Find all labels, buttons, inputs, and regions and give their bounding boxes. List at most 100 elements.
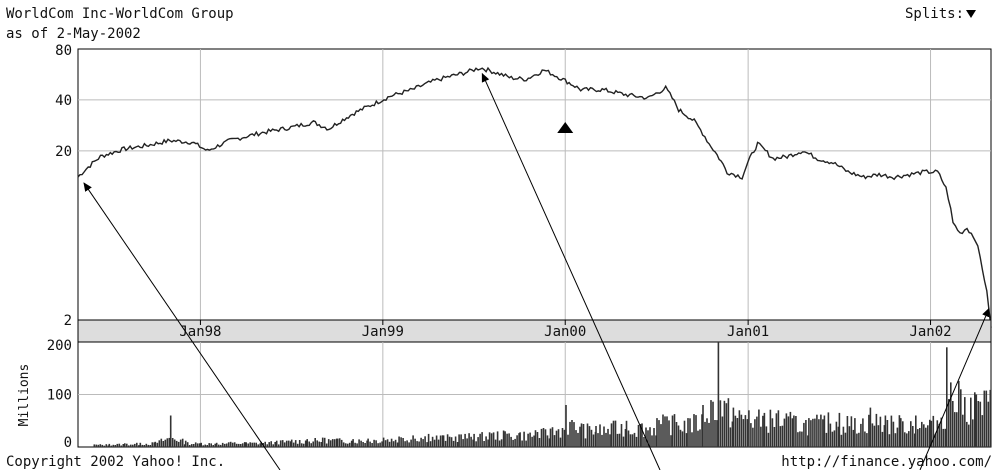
volume-bar [119,444,121,447]
volume-bar [923,424,925,447]
volume-bar [595,426,597,447]
volume-bar [115,445,117,447]
volume-bar [964,397,966,447]
volume-bar [485,436,487,447]
volume-bar [193,444,195,447]
volume-bar [854,418,856,447]
volume-bar [220,445,222,447]
volume-bar [96,445,98,447]
volume-bar [720,400,722,447]
volume-bar [906,433,908,447]
volume-bar [216,443,218,447]
volume-bar [638,425,640,447]
volume-bar [772,418,774,447]
volume-bar [202,445,204,447]
volume-bar [489,432,491,447]
volume-bar [495,440,497,447]
volume-bar [410,440,412,447]
volume-bar [364,443,366,447]
volume-bar [552,427,554,447]
volume-bar [643,437,645,447]
volume-bar [799,431,801,447]
volume-bar [968,425,970,447]
volume-bar [424,436,426,447]
price-y-ticks: 8040202 [55,43,72,329]
volume-bar [200,443,202,447]
volume-bar [674,414,676,447]
volume-bar [426,442,428,447]
volume-bar [247,444,249,448]
volume-bar [124,443,126,447]
volume-bar [310,443,312,447]
volume-bar [130,445,132,447]
volume-bar [106,444,108,447]
volume-bar [623,437,625,447]
volume-bar [470,437,472,447]
volume-bar [917,429,919,447]
volume-bar [824,416,826,448]
source-url[interactable]: http://finance.yahoo.com/ [781,454,992,470]
volume-bar [134,444,136,447]
volume-bar [264,442,266,447]
volume-bar [607,429,609,447]
volume-bar [349,443,351,447]
volume-bar [558,429,560,447]
volume-bar [257,444,259,447]
volume-bar [891,416,893,447]
volume-bar [726,403,728,447]
volume-bar [797,432,799,447]
volume-bar [630,434,632,447]
volume-bar [910,421,912,447]
volume-bar [752,428,754,447]
volume-bar [367,439,369,447]
volume-bar [801,432,803,447]
volume-bar [360,441,362,447]
volume-bar [345,443,347,447]
volume-bar [280,440,282,447]
x-tick-label: Jan99 [362,324,404,340]
triangle-down-icon[interactable] [966,10,976,18]
volume-bar [109,444,111,447]
volume-bar [793,416,795,448]
volume-bar [481,432,483,447]
volume-bar [948,399,950,447]
volume-panel: 2001000 Millions [17,338,991,451]
volume-bar [418,442,420,448]
volume-bar [927,425,929,447]
volume-bar [912,426,914,447]
volume-bar [189,445,191,447]
volume-bar [849,426,851,447]
volume-bar [547,435,549,447]
volume-bar [658,420,660,447]
volume-bar [404,441,406,447]
volume-bar [503,431,505,448]
volume-bar [784,419,786,447]
volume-bar [748,410,750,447]
volume-bar [550,429,552,447]
volume-bar [356,443,358,447]
volume-bar [691,432,693,447]
volume-bar [581,423,583,447]
volume-bar [739,410,741,447]
volume-bar [946,347,948,447]
volume-bar [676,422,678,447]
volume-bar [619,434,621,447]
volume-bar [728,398,730,447]
copyright-text: Copyright 2002 Yahoo! Inc. [6,454,225,470]
volume-bar [148,445,150,447]
volume-bar [293,443,295,447]
volume-bar [245,442,247,447]
volume-bar [379,443,381,447]
volume-bar [191,444,193,447]
volume-bar [577,433,579,447]
volume-bar [788,416,790,447]
volume-bar [159,440,161,447]
volume-bar [591,430,593,447]
volume-bar [274,442,276,447]
volume-bar [904,432,906,447]
volume-bar [163,441,165,447]
volume-bar [774,427,776,447]
volume-bar [224,444,226,447]
volume-bar [214,444,216,447]
splits-label: Splits: [905,6,964,22]
